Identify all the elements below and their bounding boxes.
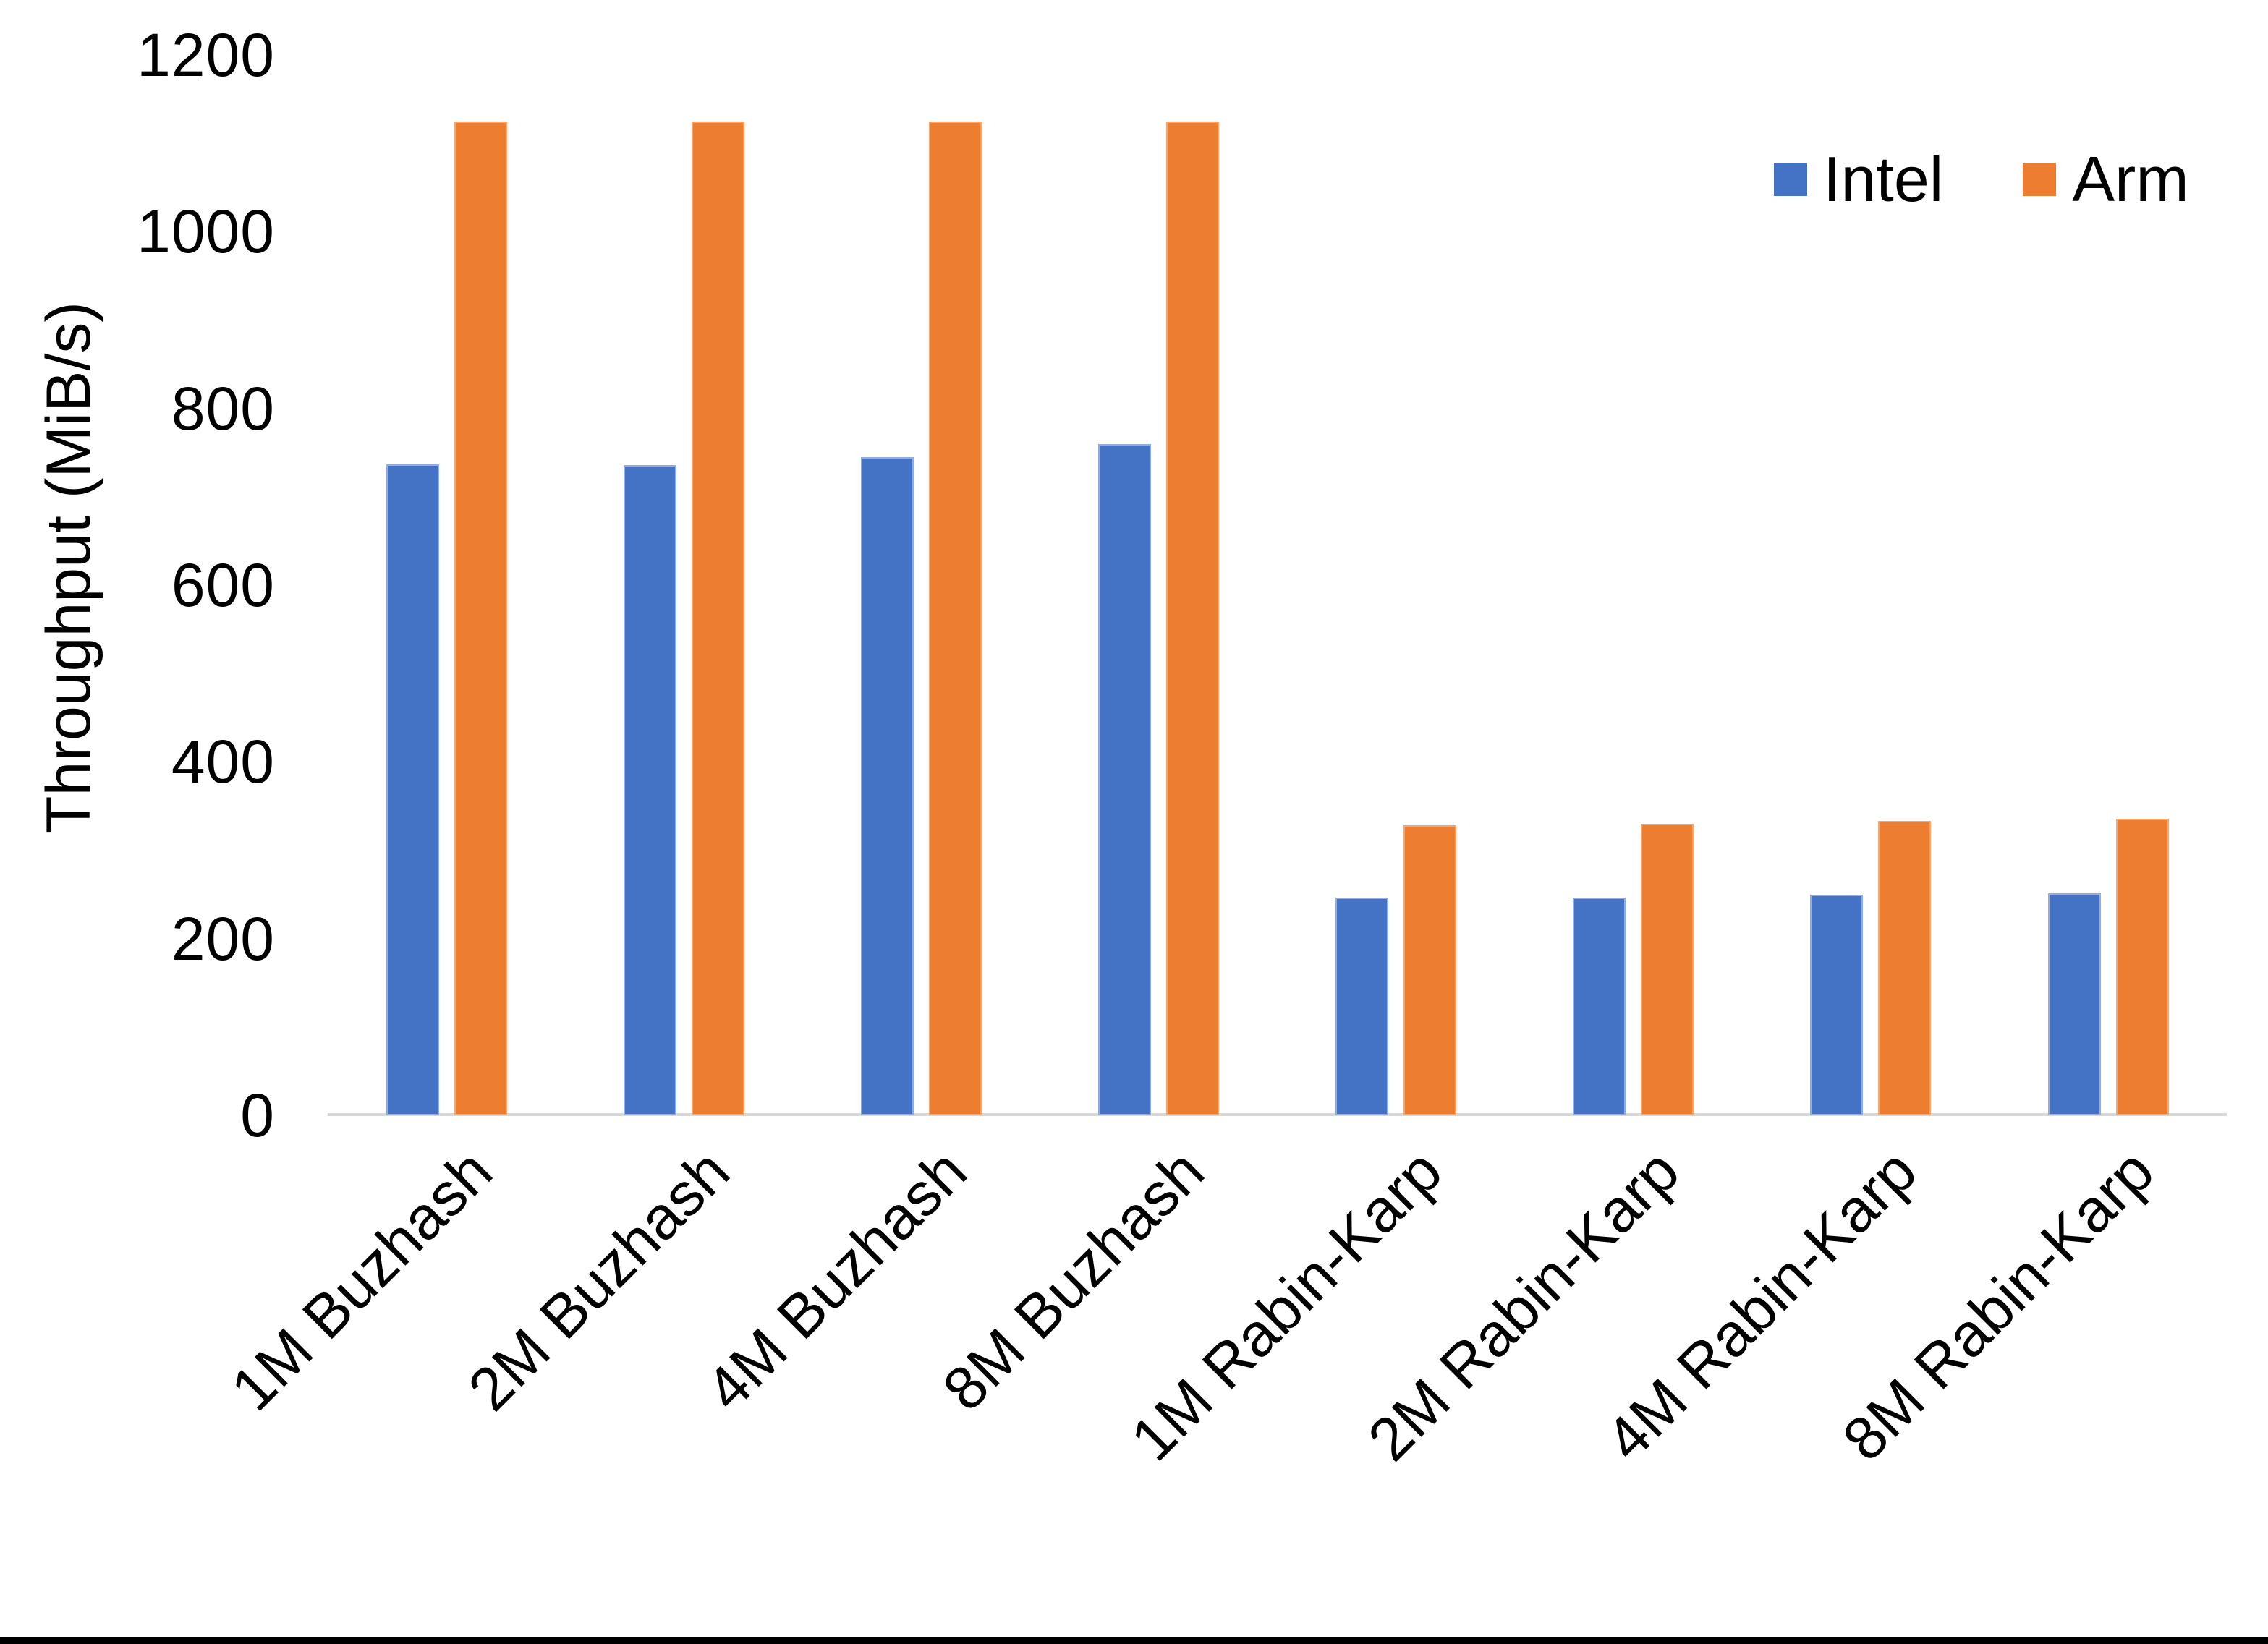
- bar-intel-6: [1810, 894, 1864, 1115]
- y-tick-label-1000: 1000: [137, 197, 275, 266]
- y-tick-label-800: 800: [171, 374, 275, 443]
- bar-arm-1: [691, 121, 744, 1115]
- bar-intel-0: [386, 464, 439, 1115]
- y-tick-label-0: 0: [240, 1081, 275, 1149]
- bar-arm-2: [928, 121, 982, 1115]
- bar-intel-3: [1097, 443, 1151, 1115]
- legend-label-intel: Intel: [1823, 143, 1944, 215]
- bar-intel-1: [623, 464, 676, 1115]
- bar-intel-7: [2047, 893, 2101, 1115]
- legend: Intel Arm: [1774, 142, 2189, 217]
- y-tick-label-1200: 1200: [137, 21, 275, 89]
- legend-swatch-arm: [2023, 163, 2057, 196]
- y-tick-label-200: 200: [171, 904, 275, 973]
- legend-item-arm: Arm: [2023, 142, 2189, 217]
- x-axis-line: [328, 1113, 2227, 1116]
- bar-intel-2: [860, 456, 914, 1115]
- bar-arm-6: [1878, 821, 1932, 1115]
- legend-item-intel: Intel: [1774, 142, 1943, 217]
- bar-arm-3: [1165, 121, 1219, 1115]
- bar-arm-5: [1641, 823, 1694, 1115]
- legend-label-arm: Arm: [2072, 143, 2189, 215]
- bar-arm-0: [454, 121, 507, 1115]
- bar-arm-4: [1403, 825, 1457, 1115]
- y-tick-label-400: 400: [171, 728, 275, 796]
- bar-arm-7: [2115, 818, 2169, 1115]
- bar-intel-4: [1335, 898, 1389, 1115]
- legend-swatch-intel: [1774, 163, 1807, 196]
- bar-intel-5: [1573, 898, 1626, 1115]
- bottom-border-bar: [0, 1637, 2268, 1644]
- y-tick-label-600: 600: [171, 551, 275, 619]
